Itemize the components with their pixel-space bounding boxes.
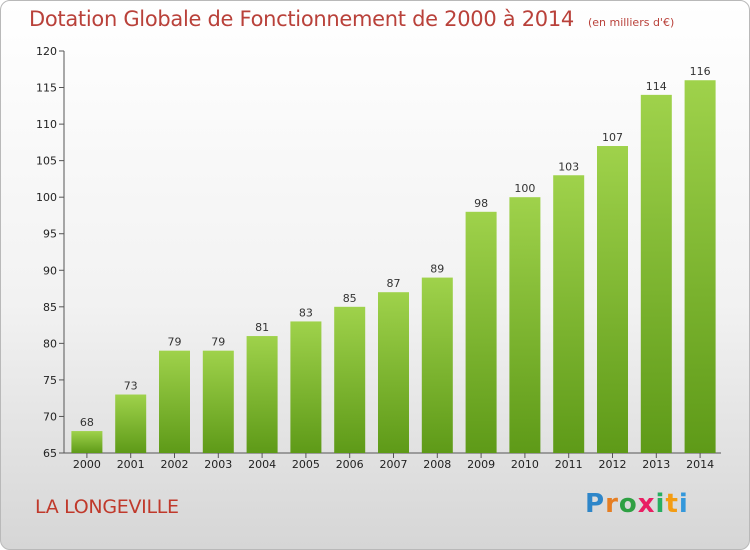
x-tick-label-2007: 2007 — [380, 458, 408, 471]
bar-2004[interactable] — [246, 336, 278, 453]
bar-2005[interactable] — [290, 321, 322, 453]
commune-name: LA LONGEVILLE — [35, 496, 179, 518]
data-label-2011: 103 — [558, 160, 579, 173]
data-label-2009: 98 — [474, 197, 488, 210]
bar-2003[interactable] — [202, 350, 234, 453]
x-tick-label-2000: 2000 — [73, 458, 101, 471]
y-tick-label: 100 — [36, 191, 57, 204]
data-label-2007: 87 — [387, 277, 401, 290]
axis-layer: 65 70 75 80 85 90 95 100 105 110 115 120 — [36, 45, 721, 460]
chart-subtitle: (en milliers d'€) — [587, 16, 675, 29]
x-tick-label-2013: 2013 — [642, 458, 670, 471]
y-tick-label: 80 — [43, 337, 57, 350]
y-tick-label: 105 — [36, 155, 57, 168]
bar-2009[interactable] — [465, 211, 497, 453]
data-label-2008: 89 — [430, 263, 444, 276]
bar-2007[interactable] — [378, 292, 409, 453]
x-tick-label-2014: 2014 — [686, 458, 714, 471]
y-tick-label: 90 — [43, 264, 57, 277]
x-tick-label-2011: 2011 — [555, 458, 583, 471]
y-tick-label: 115 — [36, 82, 57, 95]
data-label-2013: 114 — [646, 80, 667, 93]
data-label-2006: 85 — [343, 292, 357, 305]
y-tick-label: 70 — [43, 410, 57, 423]
x-tick-label-2010: 2010 — [511, 458, 539, 471]
bar-2012[interactable] — [597, 146, 628, 453]
logo-letter: P — [585, 489, 606, 519]
chart-title: Dotation Globale de Fonctionnement de 20… — [29, 7, 675, 31]
logo-letter: i — [655, 489, 666, 519]
proxiti-logo[interactable]: Proxiti — [585, 489, 689, 519]
label-layer: 68 2000 73 2001 79 2002 79 2003 81 2004 83 2005 85 20… — [73, 65, 714, 471]
bar-2010[interactable] — [509, 197, 541, 453]
x-tick-label-2003: 2003 — [204, 458, 232, 471]
bar-2002[interactable] — [159, 350, 190, 453]
bar-2000[interactable] — [71, 431, 103, 453]
data-label-2000: 68 — [80, 416, 94, 429]
data-label-2010: 100 — [514, 182, 535, 195]
y-tick-label: 75 — [43, 374, 57, 387]
data-label-2003: 79 — [211, 336, 225, 349]
data-label-2005: 83 — [299, 306, 313, 319]
bar-2014[interactable] — [684, 80, 716, 454]
logo-letter: i — [678, 489, 689, 519]
data-label-2002: 79 — [168, 336, 182, 349]
data-label-2004: 81 — [255, 321, 269, 334]
y-tick-label: 110 — [36, 118, 57, 131]
y-tick-label: 95 — [43, 228, 57, 241]
bar-2001[interactable] — [115, 394, 147, 453]
y-tick-label: 85 — [43, 301, 57, 314]
logo-letter: o — [618, 489, 638, 519]
data-label-2014: 116 — [690, 65, 711, 78]
bar-2006[interactable] — [334, 306, 366, 453]
bar-2011[interactable] — [553, 175, 585, 453]
data-label-2001: 73 — [124, 380, 138, 393]
data-label-2012: 107 — [602, 131, 623, 144]
x-tick-label-2002: 2002 — [161, 458, 189, 471]
bar-2013[interactable] — [640, 94, 672, 453]
x-tick-label-2009: 2009 — [467, 458, 495, 471]
logo-letter: x — [637, 489, 656, 519]
y-tick-label: 65 — [43, 447, 57, 460]
x-tick-label-2006: 2006 — [336, 458, 364, 471]
bar-2008[interactable] — [421, 277, 453, 453]
logo-letter: r — [605, 489, 619, 519]
x-tick-label-2012: 2012 — [599, 458, 627, 471]
bar-layer — [71, 80, 716, 454]
x-tick-label-2001: 2001 — [117, 458, 145, 471]
y-tick-label: 120 — [36, 45, 57, 58]
x-tick-label-2004: 2004 — [248, 458, 276, 471]
x-tick-label-2008: 2008 — [423, 458, 451, 471]
logo-letter: t — [665, 489, 679, 519]
x-tick-label-2005: 2005 — [292, 458, 320, 471]
